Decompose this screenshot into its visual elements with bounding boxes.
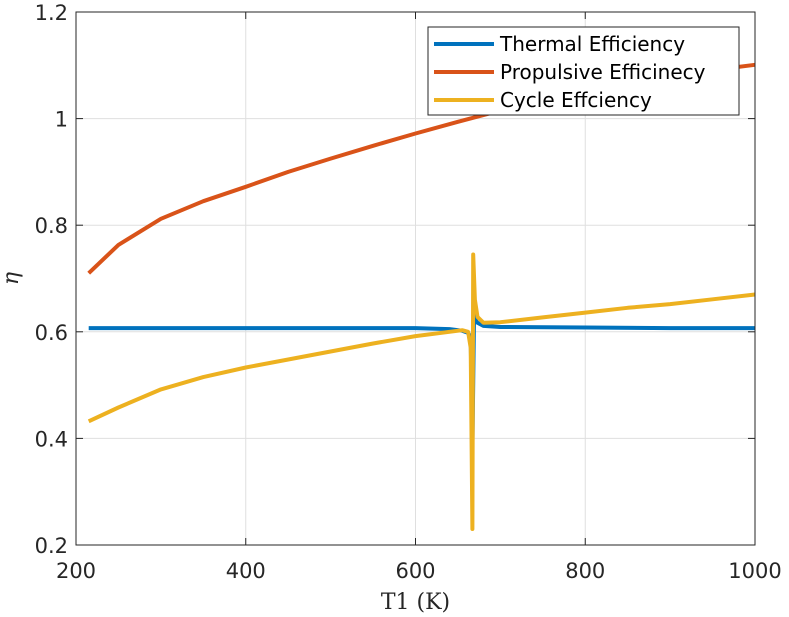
x-tick-label: 800 bbox=[565, 559, 605, 583]
legend-entry: Thermal Efficiency bbox=[499, 32, 685, 56]
x-tick-label: 600 bbox=[395, 559, 435, 583]
y-tick-label: 0.6 bbox=[35, 321, 68, 345]
x-tick-label: 1000 bbox=[728, 559, 781, 583]
legend-entry: Cycle Effciency bbox=[500, 88, 652, 112]
y-tick-label: 0.8 bbox=[35, 214, 68, 238]
y-tick-label: 0.2 bbox=[35, 534, 68, 558]
y-tick-label: 1.2 bbox=[35, 1, 68, 25]
y-axis-label: η bbox=[0, 272, 24, 285]
y-tick-label: 1 bbox=[55, 108, 68, 132]
tick-labels: 200 400 600 800 1000 0.2 0.4 0.6 0.8 1 1.2 bbox=[35, 1, 782, 583]
series-lines bbox=[87, 62, 756, 531]
y-tick-label: 0.4 bbox=[35, 427, 68, 451]
series-line-2 bbox=[87, 252, 756, 531]
x-axis-label: T1 (K) bbox=[381, 590, 450, 615]
legend: Thermal Efficiency Propulsive Efficinecy C… bbox=[427, 26, 740, 116]
x-tick-label: 200 bbox=[56, 559, 96, 583]
x-tick-label: 400 bbox=[226, 559, 266, 583]
legend-entry: Propulsive Efficinecy bbox=[500, 60, 706, 84]
